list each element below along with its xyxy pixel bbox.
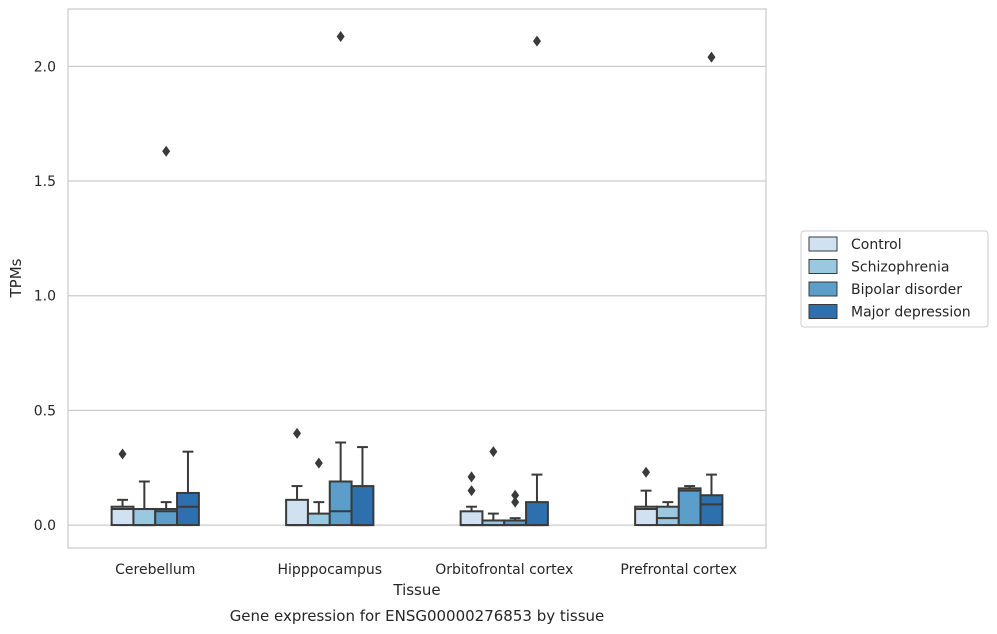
outlier-point <box>532 35 541 47</box>
outlier-point <box>467 471 476 483</box>
box-body <box>350 485 375 527</box>
outlier-point <box>118 448 127 460</box>
box-bipolar-disorder <box>328 31 353 527</box>
y-tick-label: 2.0 <box>34 59 56 75</box>
legend-swatch <box>808 281 838 297</box>
legend-label: Control <box>851 237 902 253</box>
legend-label: Bipolar disorder <box>851 282 962 298</box>
y-axis-title: TPMs <box>7 258 25 298</box>
box-major-depression <box>176 450 200 527</box>
x-tick-labels: Cerebellum Hipppocampus Orbitofrontal cort… <box>115 562 737 578</box>
outlier-point <box>707 51 716 63</box>
legend-swatch <box>808 304 838 319</box>
outlier-point <box>467 485 476 497</box>
box-body <box>699 494 724 527</box>
legend-swatch <box>808 259 838 274</box>
box-body <box>655 505 680 527</box>
outlier-point <box>511 489 520 501</box>
legend-label: Major depression <box>851 305 971 321</box>
box-schizophrenia <box>306 457 331 527</box>
plot-frame <box>67 8 767 549</box>
box-schizophrenia <box>481 446 506 527</box>
box-control <box>110 448 135 527</box>
box-major-depression <box>699 51 724 527</box>
legend: Control Schizophrenia Bipolar disorder Majo… <box>800 230 989 328</box>
outlier-point <box>336 31 345 43</box>
box-body <box>525 501 549 527</box>
box-body <box>285 498 309 527</box>
legend-frame <box>800 230 989 328</box>
box-bipolar-disorder <box>677 485 702 527</box>
box-body <box>176 491 200 527</box>
box-body <box>459 510 484 527</box>
box-control <box>459 471 484 527</box>
y-tick-label: 1.0 <box>34 289 56 305</box>
chart-caption: Gene expression for ENSG00000276853 by t… <box>230 607 605 625</box>
outlier-point <box>314 457 323 469</box>
y-tick-label: 0.0 <box>34 518 56 534</box>
y-tick-labels: 0.0 0.5 1.0 1.5 2.0 <box>34 59 56 534</box>
x-tick-label: Prefrontal cortex <box>620 562 737 578</box>
outlier-point <box>642 466 651 478</box>
box-major-depression <box>525 35 549 527</box>
box-major-depression <box>350 446 375 527</box>
y-tick-label: 1.5 <box>34 174 56 190</box>
y-tick-label: 0.5 <box>34 403 56 419</box>
box-marks <box>110 31 724 527</box>
outlier-point <box>489 446 498 458</box>
box-control <box>285 427 309 527</box>
x-tick-label: Hipppocampus <box>277 562 382 578</box>
x-axis-title: Tissue <box>392 581 440 599</box>
legend-label: Schizophrenia <box>851 260 949 276</box>
x-tick-label: Orbitofrontal cortex <box>435 562 573 578</box>
box-body <box>328 480 353 527</box>
outlier-point <box>293 427 302 439</box>
outlier-point <box>511 496 520 508</box>
x-tick-label: Cerebellum <box>115 562 195 578</box>
box-body <box>306 512 331 527</box>
outlier-point <box>162 145 171 157</box>
box-body <box>677 487 702 527</box>
legend-swatch <box>808 236 838 252</box>
box-body <box>132 508 157 527</box>
